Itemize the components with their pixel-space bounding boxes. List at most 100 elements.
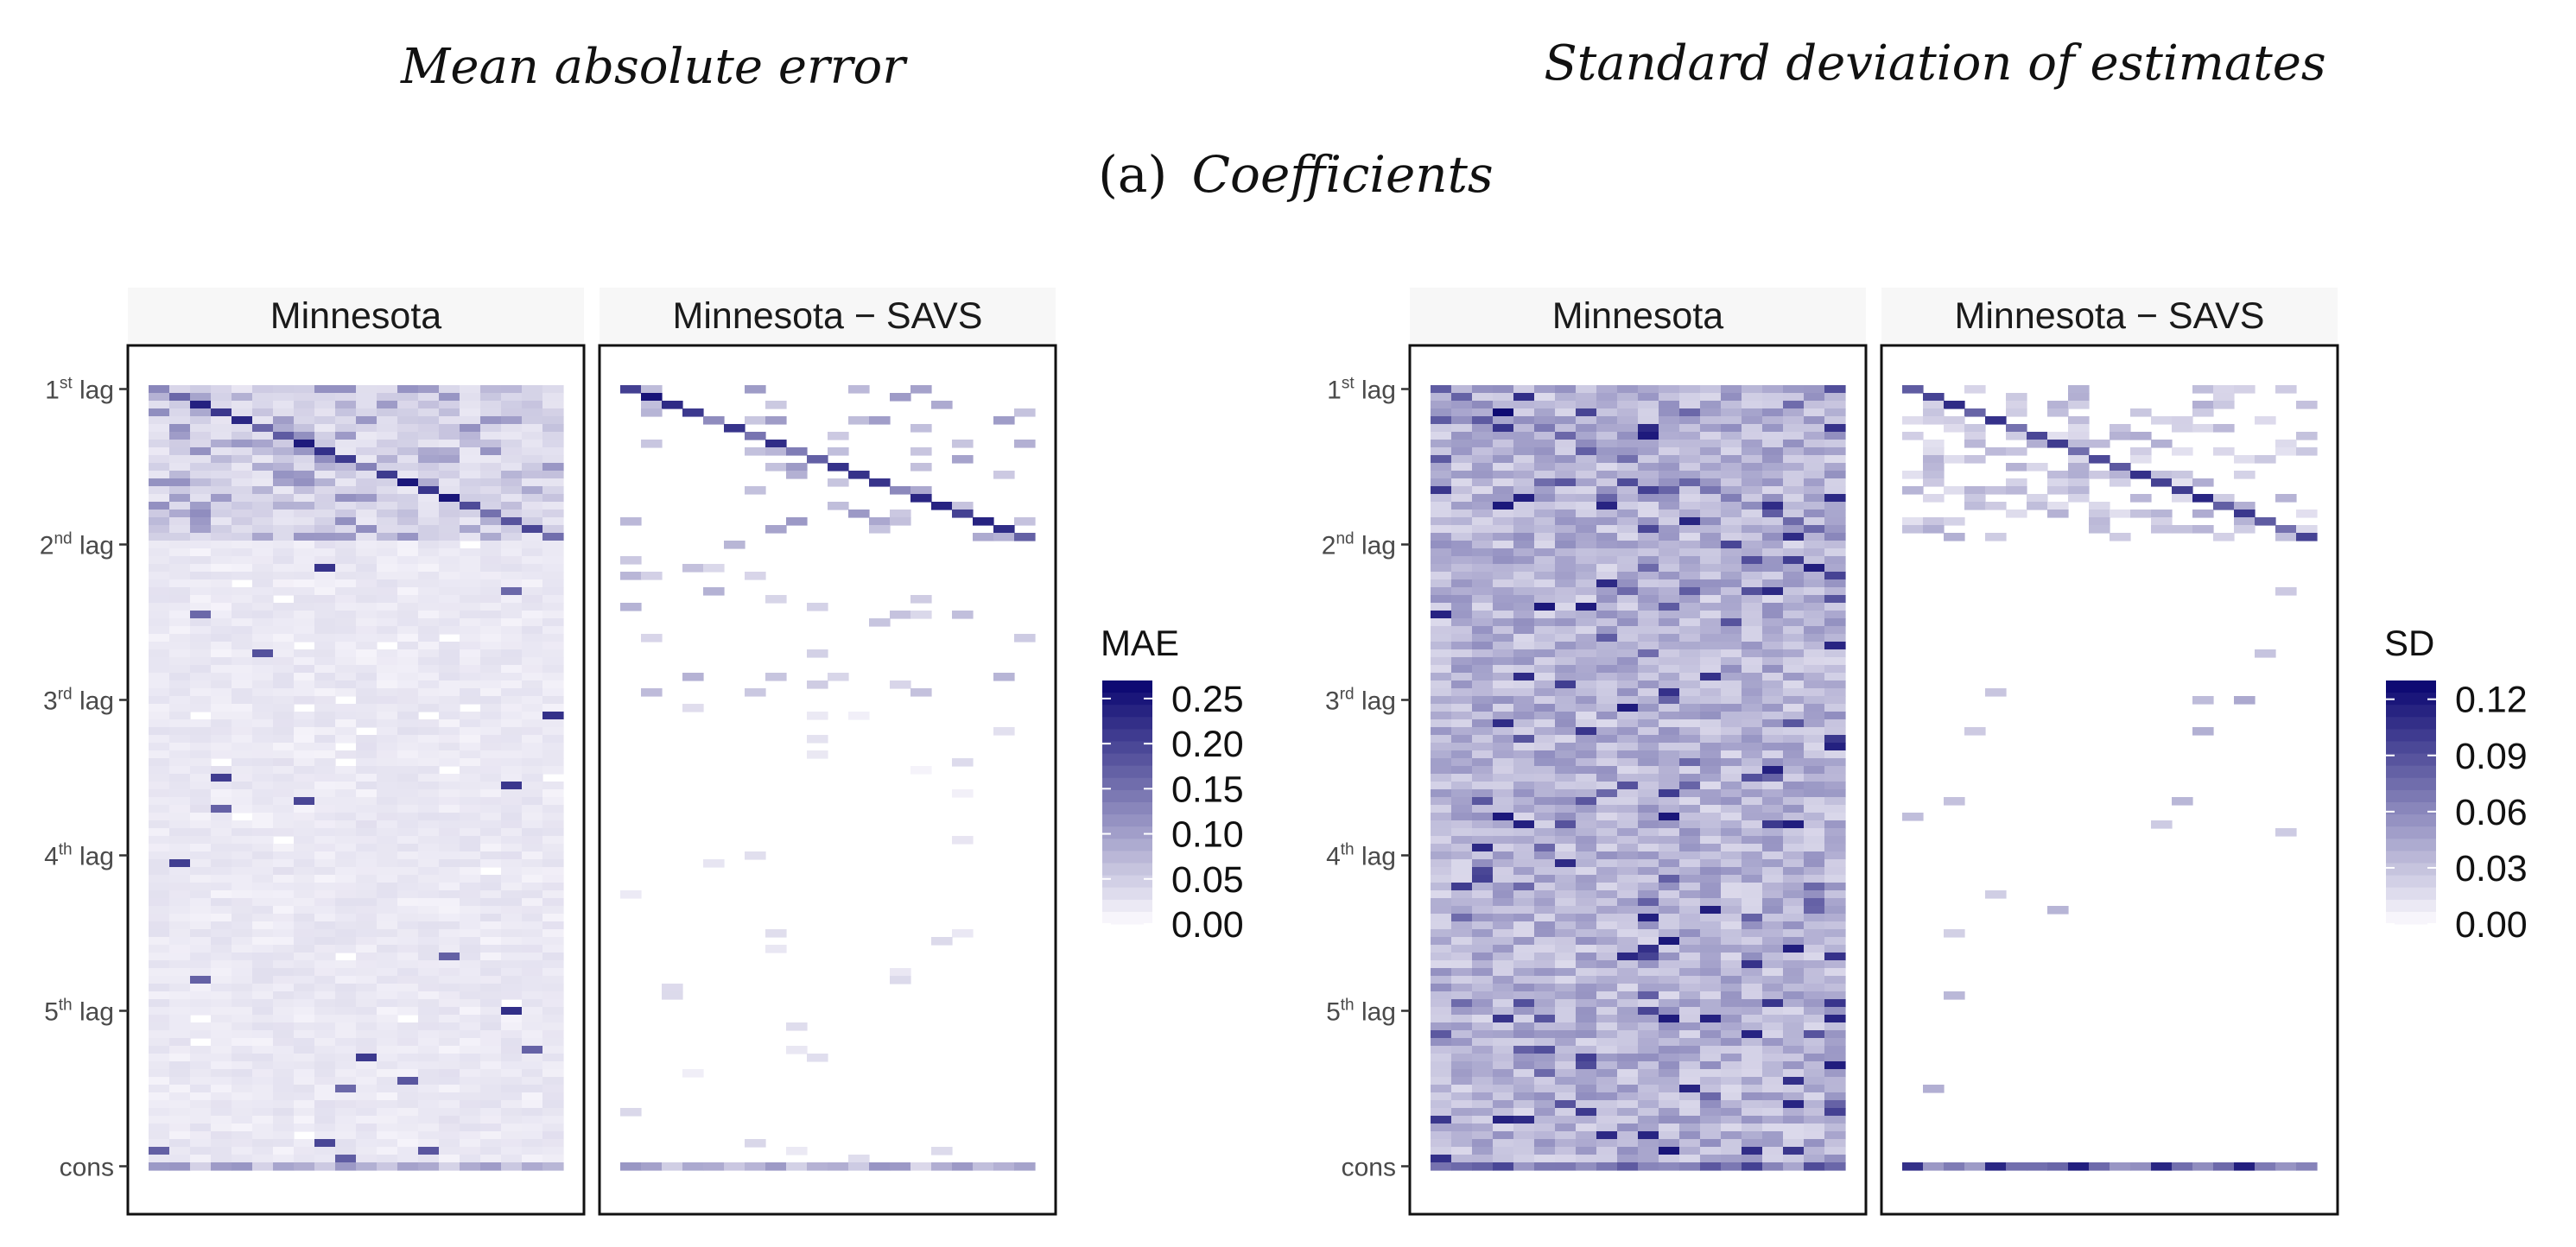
heatmap-cell: [314, 991, 336, 1000]
heatmap-cell: [745, 416, 766, 425]
heatmap-cell: [211, 766, 232, 775]
heatmap-cell: [1617, 618, 1639, 627]
heatmap-cell: [273, 1038, 295, 1047]
heatmap-cell: [1804, 719, 1825, 728]
heatmap-cell: [335, 548, 357, 557]
heatmap-cell: [1721, 1054, 1742, 1062]
heatmap-cell: [1617, 393, 1639, 402]
heatmap-cell: [169, 1015, 191, 1023]
heatmap-cell: [1804, 688, 1825, 697]
heatmap-cell: [397, 766, 419, 775]
heatmap-cell: [1472, 447, 1494, 456]
heatmap-cell: [1679, 797, 1701, 806]
heatmap-cell: [169, 976, 191, 984]
heatmap-cell: [1804, 494, 1825, 503]
heatmap-cell: [1824, 463, 1846, 472]
heatmap-cell: [397, 1069, 419, 1078]
heatmap-cell: [418, 929, 440, 938]
heatmap-cell: [1638, 953, 1659, 961]
heatmap-cell: [252, 890, 274, 899]
heatmap-cell: [501, 432, 523, 440]
heatmap-cell: [1659, 820, 1680, 829]
heatmap-cell: [1576, 937, 1597, 946]
heatmap-cell: [1596, 953, 1618, 961]
heatmap-cell: [1513, 820, 1535, 829]
heatmap-cell: [1493, 579, 1514, 588]
heatmap-cell: [1679, 782, 1701, 790]
heatmap-cell: [1451, 626, 1473, 635]
heatmap-cell: [480, 541, 502, 549]
heatmap-cell: [418, 680, 440, 689]
heatmap-cell: [1596, 424, 1618, 433]
heatmap-cell: [190, 890, 212, 899]
heatmap-cell: [2151, 1162, 2173, 1171]
heatmap-cell: [1679, 432, 1701, 440]
heatmap-cell: [1783, 556, 1805, 565]
heatmap-cell: [1762, 914, 1784, 922]
heatmap-cell: [252, 564, 274, 573]
heatmap-cell: [169, 875, 191, 883]
heatmap-cell: [418, 1155, 440, 1163]
heatmap-cell: [232, 393, 253, 402]
heatmap-cell: [252, 805, 274, 813]
heatmap-cell: [1762, 579, 1784, 588]
heatmap-cell: [1617, 898, 1639, 907]
heatmap-cell: [480, 657, 502, 666]
heatmap-cell: [501, 649, 523, 658]
heatmap-cell: [501, 929, 523, 938]
heatmap-cell: [1596, 844, 1618, 852]
heatmap-cell: [1617, 494, 1639, 503]
heatmap-cell: [501, 564, 523, 573]
heatmap-cell: [1576, 1069, 1597, 1078]
heatmap-cell: [1742, 797, 1763, 806]
heatmap-cell: [1555, 424, 1577, 433]
heatmap-cell: [169, 727, 191, 736]
heatmap-cell: [1555, 1015, 1577, 1023]
heatmap-cell: [356, 782, 378, 790]
heatmap-cell: [335, 851, 357, 860]
heatmap-cell: [232, 1085, 253, 1093]
heatmap-cell: [1472, 665, 1494, 674]
heatmap-cell: [211, 424, 232, 433]
heatmap-cell: [356, 1015, 378, 1023]
heatmap-cell: [439, 851, 460, 860]
heatmap-cell: [211, 1100, 232, 1109]
heatmap-cell: [190, 774, 212, 782]
heatmap-cell: [786, 447, 808, 456]
heatmap-cell: [480, 385, 502, 394]
heatmap-cell: [232, 1022, 253, 1031]
heatmap-cell: [1555, 968, 1577, 977]
heatmap-cell: [1472, 1124, 1494, 1132]
heatmap-cell: [273, 642, 295, 650]
heatmap-cell: [1679, 851, 1701, 860]
y-tick-label: cons: [1342, 1154, 1396, 1182]
heatmap-cell: [1742, 595, 1763, 604]
heatmap-cell: [377, 463, 398, 472]
heatmap-cell: [1555, 929, 1577, 938]
heatmap-cell: [1679, 1038, 1701, 1047]
heatmap-cell: [418, 424, 440, 433]
heatmap-cell: [190, 945, 212, 953]
heatmap-cell: [314, 642, 336, 650]
heatmap-cell: [2110, 478, 2131, 487]
heatmap-cell: [294, 1100, 315, 1109]
heatmap-cell: [1472, 890, 1494, 899]
heatmap-cell: [1513, 533, 1535, 541]
heatmap-cell: [314, 820, 336, 829]
heatmap-cell: [314, 680, 336, 689]
heatmap-cell: [480, 929, 502, 938]
heatmap-cell: [1493, 618, 1514, 627]
heatmap-cell: [211, 1116, 232, 1124]
heatmap-cell: [1742, 680, 1763, 689]
heatmap-cell: [1783, 665, 1805, 674]
heatmap-cell: [1472, 758, 1494, 767]
heatmap-cell: [522, 1116, 543, 1124]
heatmap-cell: [169, 665, 191, 674]
heatmap-cell: [1824, 766, 1846, 775]
heatmap-cell: [397, 976, 419, 984]
heatmap-cell: [1617, 416, 1639, 425]
heatmap-cell: [1638, 424, 1659, 433]
heatmap-cell: [232, 618, 253, 627]
heatmap-cell: [2089, 517, 2110, 526]
